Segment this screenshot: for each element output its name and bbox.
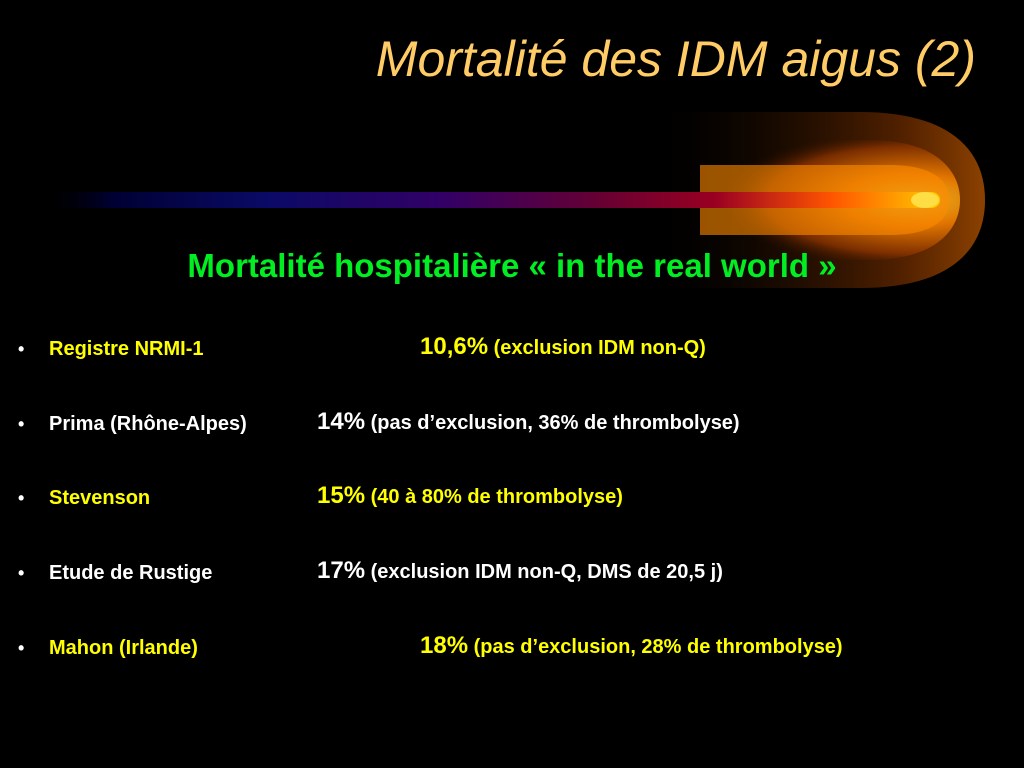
item-percent: 15% (317, 482, 366, 509)
item-note: (pas d’exclusion, 28% de thrombolyse) (473, 636, 843, 658)
item-value: 10,6% (exclusion IDM non-Q) (420, 333, 706, 361)
comet-tail (40, 192, 940, 208)
item-name: Registre NRMI-1 (49, 338, 204, 360)
list-item: • Prima (Rhône-Alpes) 14% (pas d’exclusi… (0, 408, 1024, 444)
item-percent: 17% (317, 557, 366, 584)
slide-title: Mortalité des IDM aigus (2) (375, 31, 976, 87)
list-item: • Etude de Rustige 17% (exclusion IDM no… (0, 557, 1024, 593)
item-name: Etude de Rustige (49, 562, 213, 584)
list-item: • Stevenson 15% (40 à 80% de thrombolyse… (0, 482, 1024, 518)
item-percent: 14% (317, 408, 366, 435)
bullet-icon: • (18, 414, 25, 434)
item-note: (exclusion IDM non-Q, DMS de 20,5 j) (370, 561, 723, 583)
item-note: (40 à 80% de thrombolyse) (370, 486, 623, 508)
item-note: (exclusion IDM non-Q) (493, 337, 706, 359)
bullet-icon: • (18, 488, 25, 508)
bullet-icon: • (18, 563, 25, 583)
list-item: • Registre NRMI-1 10,6% (exclusion IDM n… (0, 333, 1024, 369)
bullet-icon: • (18, 339, 25, 359)
item-percent: 10,6% (420, 333, 489, 360)
bullet-icon: • (18, 638, 25, 658)
item-value: 18% (pas d’exclusion, 28% de thrombolyse… (420, 632, 843, 660)
item-percent: 18% (420, 632, 469, 659)
comet-head (911, 192, 939, 208)
item-value: 17% (exclusion IDM non-Q, DMS de 20,5 j) (317, 557, 723, 585)
item-name: Prima (Rhône-Alpes) (49, 413, 247, 435)
list-item: • Mahon (Irlande) 18% (pas d’exclusion, … (0, 632, 1024, 668)
slide-subtitle: Mortalité hospitalière « in the real wor… (187, 247, 837, 284)
item-name: Mahon (Irlande) (49, 637, 198, 659)
item-value: 14% (pas d’exclusion, 36% de thrombolyse… (317, 408, 740, 436)
item-note: (pas d’exclusion, 36% de thrombolyse) (370, 412, 740, 434)
item-name: Stevenson (49, 487, 151, 509)
item-value: 15% (40 à 80% de thrombolyse) (317, 482, 623, 510)
